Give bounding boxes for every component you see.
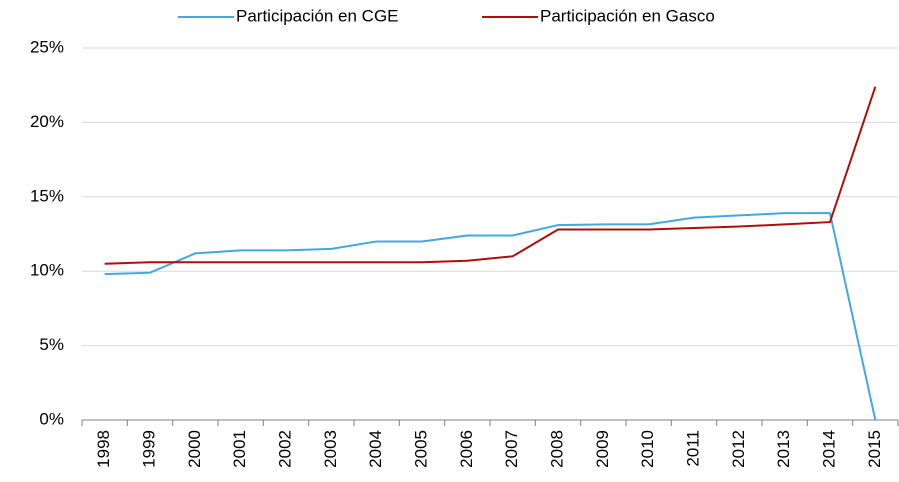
x-tick-label: 2010 [638,430,657,468]
x-tick-label: 2011 [683,430,702,467]
x-tick-label: 2012 [729,430,748,468]
y-tick-label: 25% [30,37,64,56]
x-tick-label: 2006 [457,430,476,468]
x-tick-label: 2005 [411,430,430,468]
x-tick-label: 1999 [139,430,158,468]
x-tick-label: 2000 [185,430,204,468]
x-tick-label: 2002 [275,430,294,468]
y-tick-label: 20% [30,112,64,131]
x-tick-label: 2003 [321,430,340,468]
legend-label: Participación en Gasco [540,6,715,25]
series-line [104,212,877,421]
series-line [104,86,877,265]
x-tick-label: 2007 [502,430,521,468]
x-tick-label: 2015 [865,430,884,468]
y-tick-label: 0% [39,409,64,428]
y-tick-label: 5% [39,335,64,354]
legend-label: Participación en CGE [236,6,399,25]
x-tick-label: 2004 [366,430,385,468]
x-tick-label: 2001 [230,430,249,468]
x-tick-label: 2013 [774,430,793,468]
x-tick-label: 2014 [819,430,838,468]
y-tick-label: 15% [30,186,64,205]
x-tick-label: 1998 [94,430,113,468]
y-tick-label: 10% [30,261,64,280]
x-tick-label: 2009 [593,430,612,468]
x-tick-label: 2008 [547,430,566,468]
